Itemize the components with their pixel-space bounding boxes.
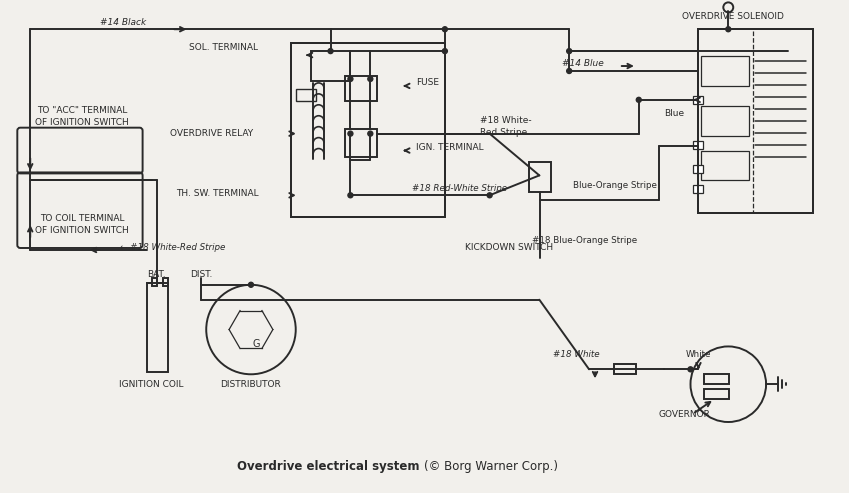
Text: SOL. TERMINAL: SOL. TERMINAL (189, 42, 258, 52)
Text: FUSE: FUSE (416, 78, 439, 87)
Bar (614, 364, 636, 374)
Text: BAT.: BAT. (147, 270, 166, 280)
Bar (699, 29, 812, 213)
Text: KICKDOWN SWITCH: KICKDOWN SWITCH (465, 244, 554, 252)
Circle shape (566, 69, 571, 73)
Text: DISTRIBUTOR: DISTRIBUTOR (221, 380, 281, 388)
Text: TO COIL TERMINAL: TO COIL TERMINAL (40, 213, 124, 223)
Bar (530, 163, 551, 192)
Text: White: White (686, 350, 711, 359)
Text: OF IGNITION SWITCH: OF IGNITION SWITCH (35, 226, 129, 235)
Circle shape (487, 193, 492, 198)
Text: Red Stripe: Red Stripe (480, 128, 527, 137)
Bar (164, 278, 168, 286)
Bar (346, 76, 377, 101)
Text: OF IGNITION SWITCH: OF IGNITION SWITCH (35, 118, 129, 127)
Circle shape (690, 347, 766, 422)
Bar (701, 56, 749, 86)
Circle shape (368, 131, 373, 136)
Bar (152, 278, 156, 286)
Text: GOVERNOR: GOVERNOR (659, 410, 711, 419)
Text: (© Borg Warner Corp.): (© Borg Warner Corp.) (424, 460, 558, 473)
Text: #18 Red-White Stripe: #18 Red-White Stripe (412, 184, 507, 193)
Bar (147, 283, 168, 372)
Bar (699, 29, 812, 213)
Bar (701, 106, 749, 136)
Bar (701, 150, 749, 180)
Circle shape (328, 49, 333, 54)
Text: TO "ACC" TERMINAL: TO "ACC" TERMINAL (37, 106, 127, 115)
Text: ← #18 White-Red Stripe: ← #18 White-Red Stripe (120, 244, 225, 252)
Text: G: G (252, 340, 260, 350)
Bar (694, 185, 704, 193)
Text: #18 White-: #18 White- (480, 116, 531, 125)
Text: OVERDRIVE SOLENOID: OVERDRIVE SOLENOID (683, 12, 784, 21)
Circle shape (442, 49, 447, 54)
Circle shape (566, 49, 571, 54)
Bar (295, 89, 316, 101)
Bar (694, 141, 704, 148)
Circle shape (348, 76, 353, 81)
Text: Blue-Orange Stripe: Blue-Orange Stripe (573, 181, 656, 190)
Circle shape (442, 27, 447, 32)
Circle shape (249, 282, 254, 287)
Text: #14 Blue: #14 Blue (562, 59, 604, 68)
Bar (694, 166, 704, 174)
Text: IGNITION COIL: IGNITION COIL (120, 380, 183, 388)
Bar (346, 129, 377, 156)
Bar (705, 389, 729, 399)
Bar (290, 43, 445, 217)
Circle shape (636, 97, 641, 103)
Text: #18 White: #18 White (554, 350, 600, 359)
Text: OVERDRIVE RELAY: OVERDRIVE RELAY (170, 129, 253, 138)
Bar (705, 374, 729, 384)
Bar (311, 51, 351, 81)
Text: TH. SW. TERMINAL: TH. SW. TERMINAL (177, 189, 259, 198)
Text: Overdrive electrical system: Overdrive electrical system (238, 460, 424, 473)
Circle shape (368, 76, 373, 81)
Text: Blue: Blue (664, 109, 683, 118)
Circle shape (348, 131, 353, 136)
Text: DIST.: DIST. (190, 270, 212, 280)
Bar (694, 96, 704, 104)
Circle shape (348, 193, 353, 198)
Circle shape (206, 285, 295, 374)
Text: IGN. TERMINAL: IGN. TERMINAL (416, 143, 484, 152)
Text: #18 Blue-Orange Stripe: #18 Blue-Orange Stripe (531, 236, 637, 245)
Text: #14 Black: #14 Black (100, 18, 147, 27)
Bar (290, 43, 445, 217)
Circle shape (726, 27, 731, 32)
Circle shape (688, 367, 693, 372)
